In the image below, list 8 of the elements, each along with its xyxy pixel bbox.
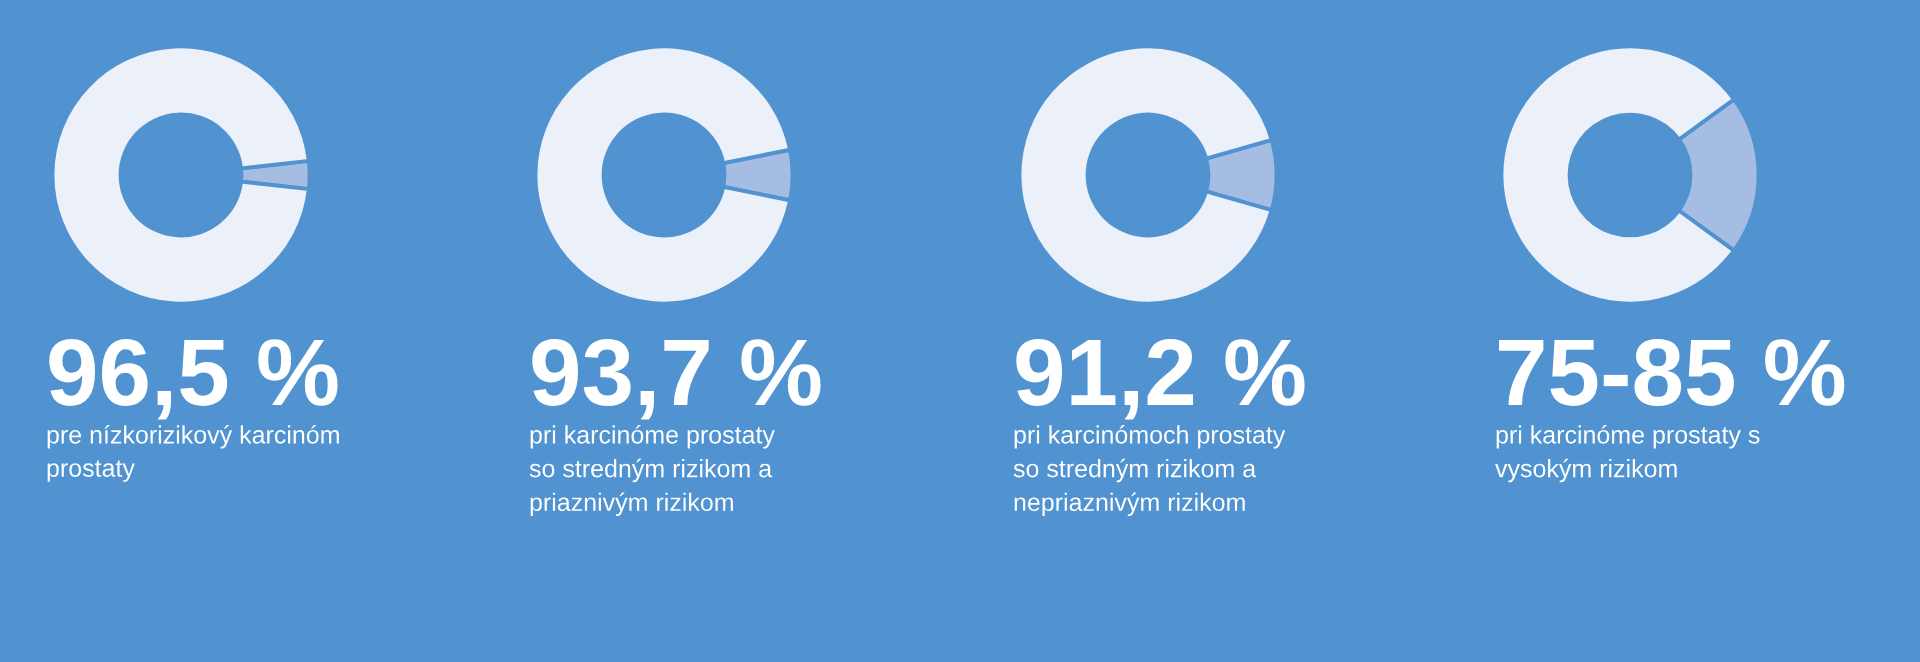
text: 96,5 %	[49, 339, 338, 420]
text: pri karcinóme prostaty so stredným rizikom a priaznivým rizikom	[529, 425, 775, 517]
text: pri karcinómoch prostaty so stredným rizikom a nepriaznivým rizikom	[1013, 425, 1286, 517]
text: pre nízkorizikový karcinóm prostaty	[47, 425, 339, 482]
text: 75-85 %	[1499, 339, 1845, 406]
text: 93,7 %	[532, 339, 821, 420]
text: 91,2 %	[1016, 339, 1305, 420]
text: pri karcinóme prostaty s vysokým rizikom	[1495, 425, 1760, 483]
